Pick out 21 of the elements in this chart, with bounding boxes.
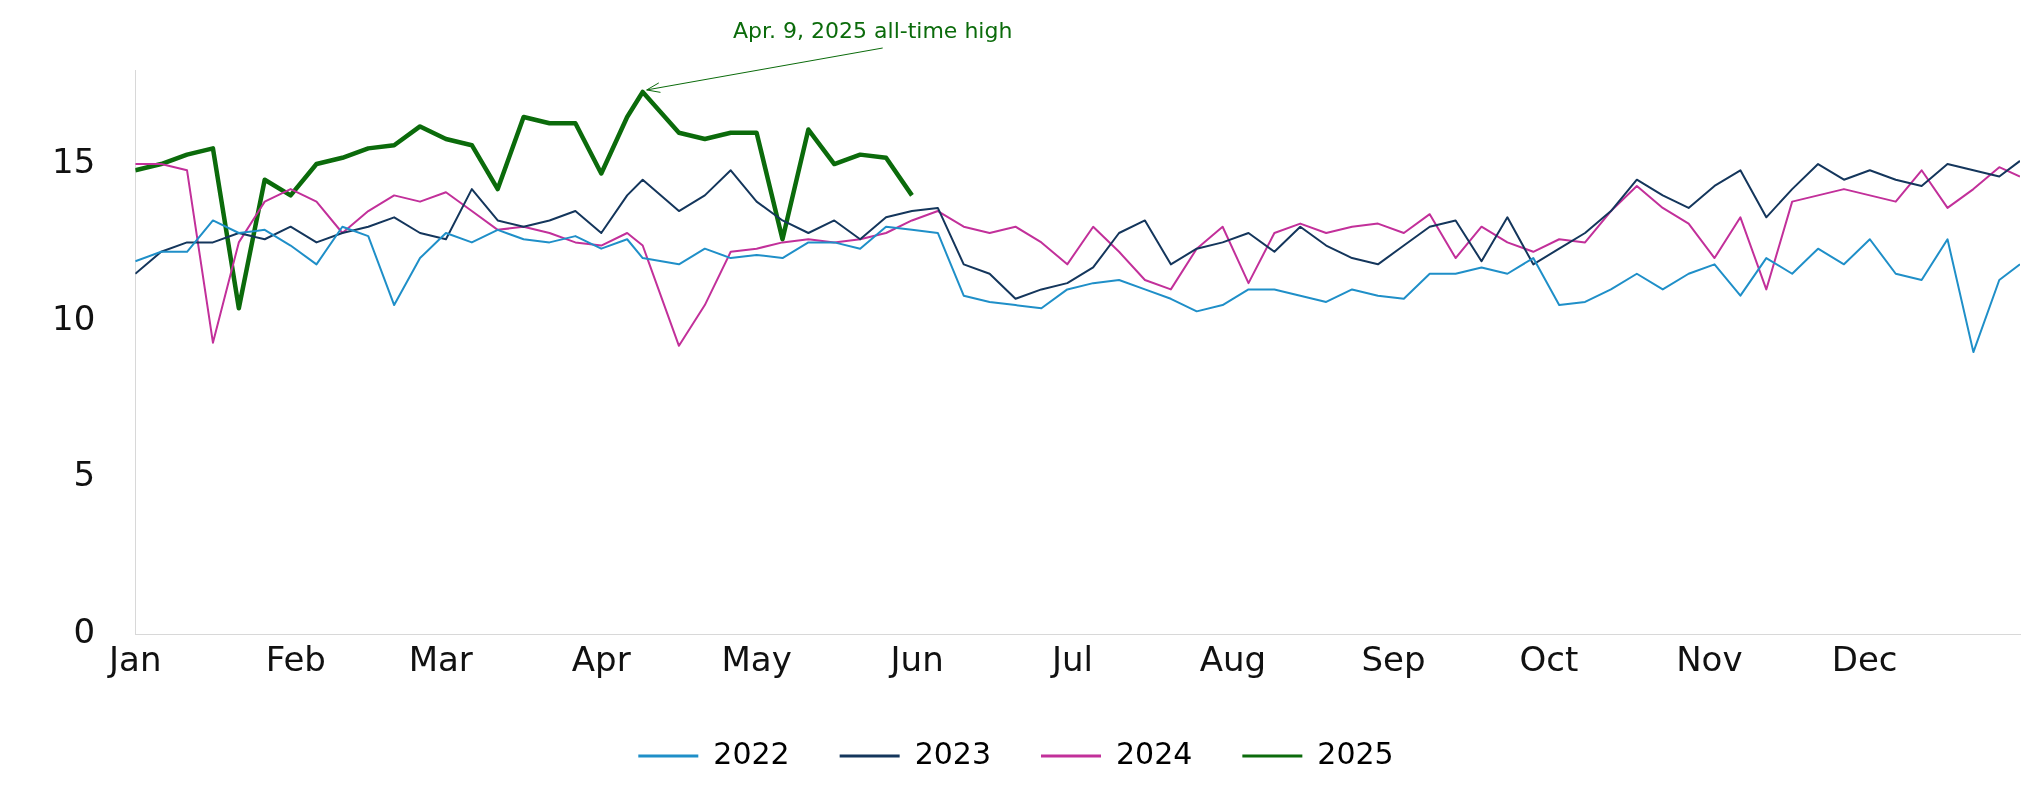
x-tick-label: Oct [1519, 639, 1579, 680]
x-tick-label: Mar [408, 639, 473, 680]
y-tick-label: 10 [52, 297, 96, 338]
x-tick-label: Sep [1361, 639, 1426, 680]
annotation: Apr. 9, 2025 all-time high [733, 17, 1013, 43]
legend-label: 2023 [914, 735, 992, 771]
legend-label: 2024 [1116, 735, 1193, 771]
x-tick-label: Aug [1199, 639, 1267, 680]
x-tick-label: Jun [888, 639, 944, 680]
legend-label: 2025 [1317, 735, 1394, 771]
y-tick-label: 5 [73, 454, 96, 495]
x-tick-label: Dec [1831, 639, 1898, 680]
y-tick-label: 0 [73, 611, 96, 652]
y-tick-label: 15 [52, 140, 96, 181]
x-tick-label: Jan [107, 639, 162, 680]
x-tick-label: Jul [1049, 639, 1093, 680]
x-tick-label: Nov [1676, 639, 1743, 680]
x-tick-label: Apr [571, 639, 631, 680]
x-tick-label: May [721, 639, 792, 680]
legend-label: 2022 [713, 735, 790, 771]
x-tick-label: Feb [265, 639, 326, 680]
